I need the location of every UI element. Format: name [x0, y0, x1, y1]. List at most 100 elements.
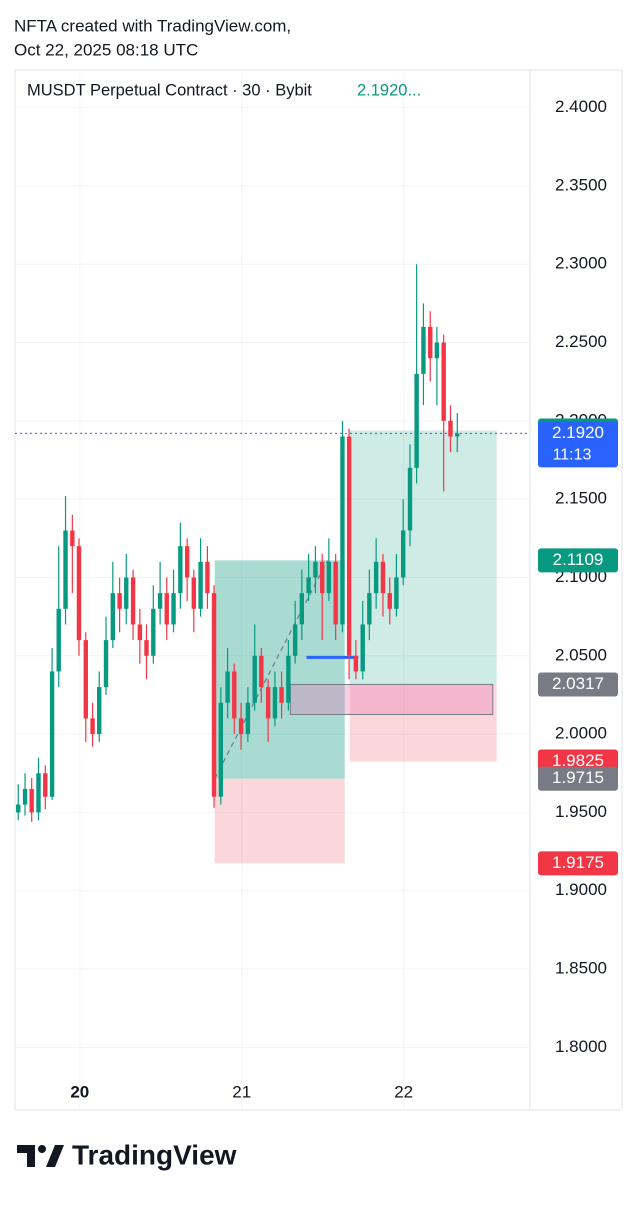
logo-mark [46, 1145, 64, 1167]
chart-title: MUSDT Perpetual Contract · 30 · Bybit [27, 81, 312, 99]
logo-text: TradingView [72, 1139, 237, 1170]
last-price: 2.1920... [357, 81, 421, 99]
price-label-box [538, 851, 618, 876]
candle-body [299, 593, 305, 625]
price-countdown: 11:13 [553, 447, 592, 464]
candle-body [400, 530, 406, 578]
header-line1: NFTA created with TradingView.com, [14, 16, 291, 35]
candle-body [76, 546, 82, 641]
candle-body [205, 561, 210, 594]
x-tick-label: 20 [70, 1082, 89, 1101]
candle-body [184, 546, 190, 578]
candle-body [265, 687, 271, 719]
candle-body [367, 593, 372, 625]
y-tick-label: 2.4000 [555, 97, 607, 116]
candle-body [292, 624, 298, 656]
y-tick-label: 2.3000 [555, 254, 607, 273]
candle-body [279, 687, 284, 703]
candle-body [191, 577, 196, 609]
candle-body [225, 671, 230, 703]
zone [289, 683, 494, 716]
candle-body [306, 577, 311, 594]
candle-body [238, 718, 244, 735]
candle-body [434, 342, 440, 359]
candle-body [130, 577, 136, 625]
position-profit [349, 430, 497, 685]
candle-body [36, 773, 41, 813]
candle-body [70, 530, 75, 547]
candle-body [151, 608, 156, 656]
price-label-box [538, 548, 618, 573]
y-tick-label: 1.8500 [555, 959, 607, 978]
candle-body [313, 561, 318, 578]
candle-body [421, 326, 426, 374]
candle-body [373, 561, 379, 594]
y-tick-label: 2.0000 [555, 724, 607, 743]
candle-body [340, 436, 345, 625]
x-tick-label: 21 [232, 1082, 251, 1101]
candle-body [448, 420, 453, 437]
candle-body [83, 640, 88, 719]
candle-body [320, 561, 325, 594]
candle-body [90, 718, 95, 735]
candle-body [124, 577, 129, 609]
y-tick-label: 2.3500 [555, 175, 607, 194]
candle-body [272, 687, 278, 719]
logo: TradingView [17, 1139, 237, 1170]
candle-body [211, 593, 217, 797]
candle-body [63, 530, 68, 609]
candle-body [353, 655, 359, 672]
position-profit [214, 560, 345, 779]
overlays [15, 430, 530, 864]
candle-body [157, 593, 163, 609]
candle-body [171, 593, 176, 625]
candle-body [286, 655, 291, 703]
y-tick-label: 1.9500 [555, 802, 607, 821]
candle-body [137, 624, 143, 641]
price-label-box [538, 672, 618, 697]
candle-body [259, 655, 264, 688]
candle-body [97, 687, 102, 735]
grid [15, 70, 530, 1110]
y-tick-label: 2.1500 [555, 489, 607, 508]
labels: 1.80001.85001.90001.95002.00002.05002.10… [70, 97, 618, 1101]
price-label: 1.9825 [552, 751, 604, 770]
trend-line [214, 560, 329, 780]
candle-body [252, 655, 257, 703]
candle-body [56, 608, 61, 672]
x-tick-label: 22 [394, 1082, 413, 1101]
price-label: 2.1109 [553, 550, 604, 569]
price-label: 2.0317 [552, 674, 604, 693]
candle-body [441, 342, 446, 421]
position-loss [214, 778, 345, 864]
y-tick-label: 2.2500 [555, 332, 607, 351]
logo-mark [17, 1145, 35, 1167]
price-label: 1.9715 [552, 768, 604, 787]
header-line2: Oct 22, 2025 08:18 UTC [14, 40, 198, 59]
candle-body [198, 561, 203, 609]
candle-body [16, 804, 21, 813]
candle-body [144, 640, 149, 656]
logo-mark [38, 1145, 46, 1153]
y-tick-label: 1.9000 [555, 880, 607, 899]
candle-body [245, 702, 251, 735]
candle-body [333, 561, 338, 625]
candle-body [360, 624, 365, 672]
candle-body [407, 467, 413, 531]
candle-body [428, 326, 433, 359]
price-label: 1.9175 [552, 853, 604, 872]
price-label-box [538, 766, 618, 791]
position-loss [349, 684, 497, 762]
y-tick-label: 2.0500 [555, 645, 607, 664]
candle-body [178, 546, 183, 594]
candle-body [110, 593, 116, 641]
candle-body [29, 788, 34, 813]
candle-body [103, 640, 109, 688]
candle-body [218, 702, 224, 797]
candle-body [455, 433, 460, 437]
candle-body [414, 373, 419, 468]
candle-body [387, 593, 392, 609]
candle-body [117, 593, 122, 609]
